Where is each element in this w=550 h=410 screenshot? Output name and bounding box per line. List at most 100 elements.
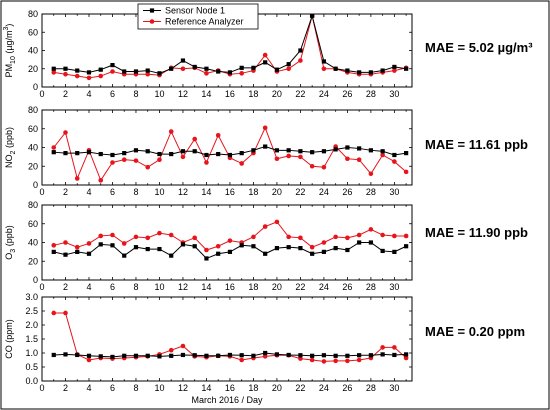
reference-analyzer-point [368, 227, 374, 232]
x-tick-label: 10 [154, 89, 164, 99]
y-tick-label: 40 [28, 143, 38, 153]
reference-analyzer-point [168, 129, 174, 134]
sensor-node-1-point [239, 353, 244, 358]
reference-analyzer-point [74, 73, 80, 79]
sensor-node-1-point [110, 354, 115, 360]
reference-analyzer-point [321, 359, 327, 364]
reference-analyzer-point [51, 243, 57, 248]
sensor-node-1-point [321, 249, 327, 254]
mae-label-o3: MAE = 11.90 ppb [425, 225, 528, 240]
reference-analyzer-point [321, 164, 327, 170]
x-tick-label: 16 [225, 187, 235, 197]
sensor-node-1-point [239, 65, 244, 70]
sensor-node-1-point [251, 148, 256, 153]
y-tick-label: 40 [28, 46, 38, 56]
reference-analyzer-point [309, 163, 315, 169]
reference-analyzer-point [239, 161, 244, 166]
legend-marker-square [149, 8, 155, 13]
sensor-node-1-point [357, 240, 362, 245]
sensor-node-1-point [122, 253, 127, 258]
sensor-node-1-point [157, 71, 162, 76]
reference-analyzer-point [356, 157, 362, 162]
sensor-node-1-point [251, 244, 256, 249]
reference-analyzer-point [368, 171, 374, 177]
x-tick-label: 28 [366, 282, 376, 292]
y-tick-label: 2.0 [25, 320, 38, 330]
x-tick-label: 30 [389, 383, 399, 393]
sensor-node-1-point [321, 149, 327, 154]
reference-analyzer-point [121, 157, 127, 162]
sensor-node-1-point [180, 242, 186, 247]
sensor-node-1-point [404, 66, 409, 71]
y-axis-label-no2: NO2 (ppb) [4, 127, 17, 168]
reference-analyzer-point [403, 355, 409, 361]
sensor-node-1-point [98, 242, 103, 247]
reference-analyzer-point [145, 164, 151, 170]
sensor-node-1-point [122, 353, 127, 358]
x-tick-label: 22 [295, 383, 305, 393]
sensor-node-1-point [169, 151, 174, 157]
y-tick-label: 3.0 [25, 292, 38, 302]
sensor-node-1-point [333, 147, 338, 152]
sensor-node-1-point [392, 64, 397, 70]
panel-frame-no2 [41, 109, 413, 186]
x-axis-label: March 2016 / Day [191, 395, 263, 405]
sensor-node-1-point [63, 252, 68, 257]
reference-analyzer-point [51, 70, 57, 75]
y-tick-label: 60 [28, 124, 38, 134]
sensor-node-1-point [263, 60, 268, 65]
sensor-node-1-point [404, 151, 409, 156]
y-tick-label: 0.0 [25, 376, 38, 386]
reference-analyzer-point [298, 356, 303, 361]
x-tick-label: 18 [248, 187, 258, 197]
sensor-node-1-point [98, 354, 103, 359]
sensor-node-1-point [216, 251, 221, 256]
x-tick-label: 0 [39, 383, 44, 393]
reference-analyzer-point [157, 157, 162, 162]
sensor-node-1-point [404, 352, 409, 357]
x-tick-label: 6 [110, 89, 115, 99]
x-tick-label: 26 [342, 282, 352, 292]
sensor-node-1-point [133, 148, 139, 153]
x-tick-label: 6 [110, 187, 115, 197]
reference-analyzer-point [298, 58, 303, 63]
x-tick-label: 20 [272, 282, 282, 292]
reference-analyzer-point [204, 247, 209, 253]
reference-analyzer-point [239, 71, 244, 76]
reference-analyzer-point [309, 357, 315, 363]
x-tick-label: 4 [86, 282, 91, 292]
y-tick-label: 1.5 [25, 334, 38, 344]
reference-analyzer-point [286, 66, 291, 72]
sensor-node-1-point [145, 149, 150, 154]
sensor-node-1-point [216, 69, 221, 74]
sensor-node-1-point [345, 68, 350, 73]
sensor-node-1-point [63, 352, 68, 357]
sensor-node-1-point [333, 353, 338, 358]
sensor-node-1-point [345, 145, 350, 150]
sensor-node-1-point [227, 352, 233, 358]
x-tick-label: 16 [225, 89, 235, 99]
sensor-node-1-point [133, 245, 139, 250]
reference-analyzer-point [63, 240, 68, 245]
sensor-node-1-point [133, 353, 139, 358]
reference-analyzer-point [403, 233, 409, 239]
sensor-node-1-point [286, 62, 291, 67]
reference-analyzer-point [86, 241, 92, 246]
reference-analyzer-point [298, 154, 303, 160]
sensor-node-1-point [75, 352, 80, 358]
x-tick-label: 14 [201, 89, 211, 99]
x-tick-label: 20 [272, 89, 282, 99]
x-tick-label: 30 [389, 89, 399, 99]
sensor-node-1-point [263, 251, 268, 256]
reference-analyzer-point [392, 345, 397, 350]
sensor-node-1-point [380, 352, 385, 357]
x-tick-label: 16 [225, 383, 235, 393]
sensor-node-1-point [310, 251, 315, 256]
reference-analyzer-point [133, 158, 139, 163]
reference-analyzer-point [74, 176, 80, 181]
x-tick-label: 8 [133, 383, 138, 393]
sensor-node-1-point [298, 246, 303, 251]
sensor-node-1-point [204, 256, 209, 261]
sensor-node-1-point [298, 353, 303, 358]
x-tick-label: 6 [110, 383, 115, 393]
